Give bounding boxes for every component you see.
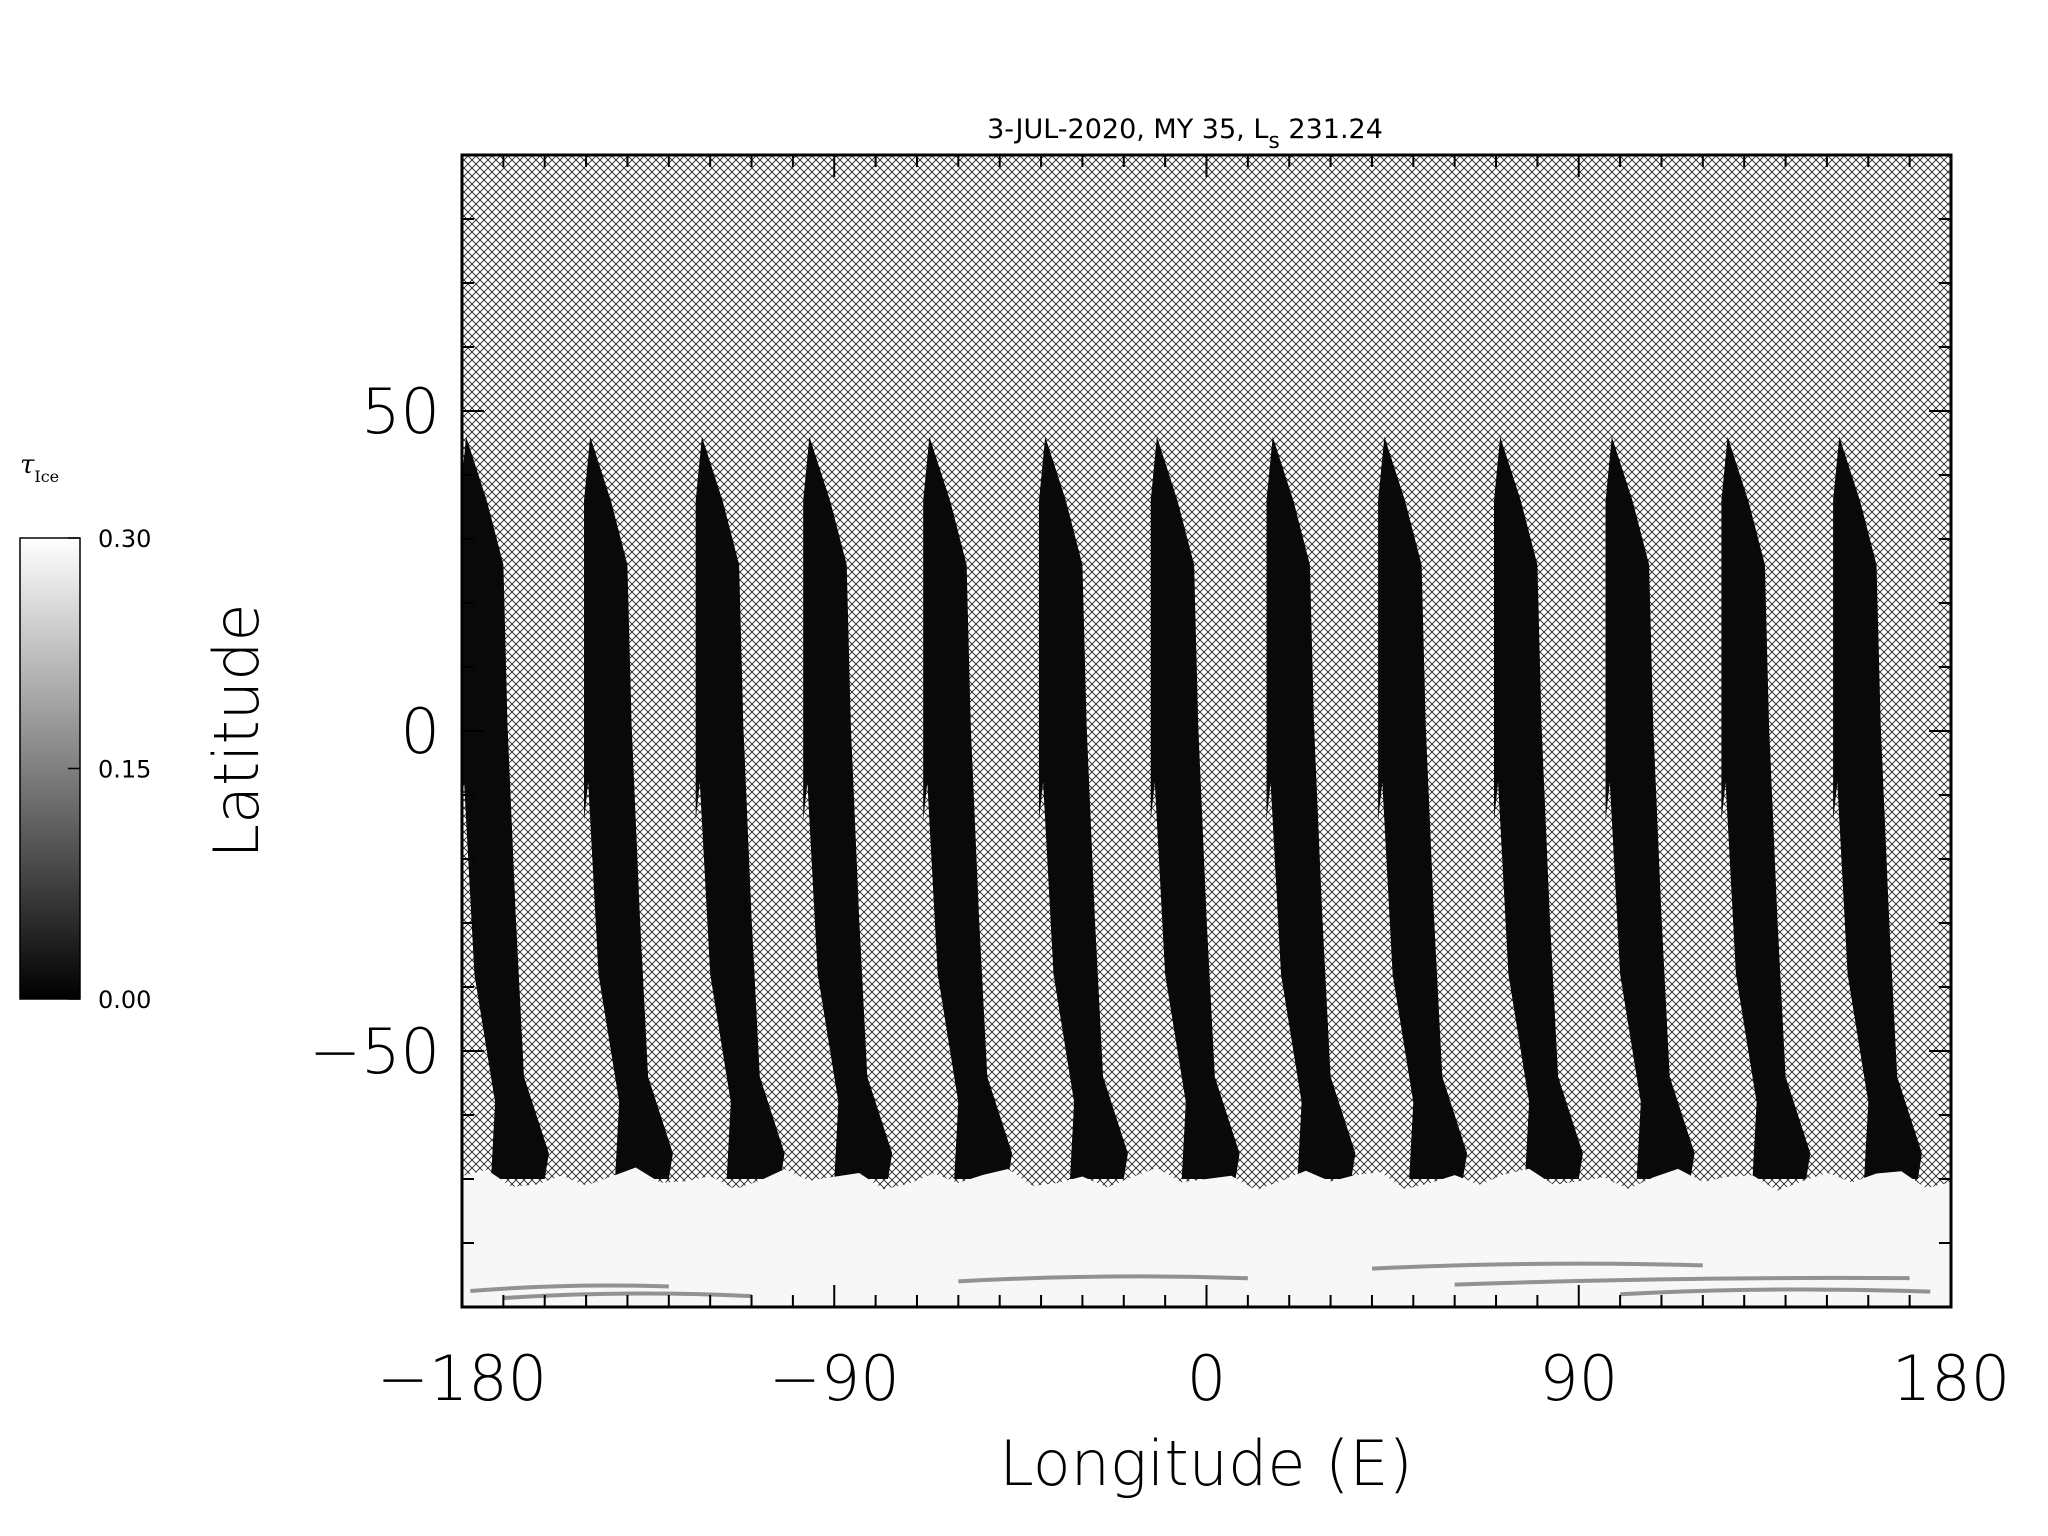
colorbar-tick-label: 0.15 (98, 756, 151, 784)
polar-cap-region (462, 1167, 1951, 1307)
colorbar-tick-label: 0.30 (98, 525, 151, 553)
swath-2 (584, 436, 673, 1180)
polar-streak-1 (470, 1283, 669, 1293)
y-tick-labels: −50 0 50 (309, 375, 440, 1088)
y-tick-label: 0 (401, 695, 440, 768)
swath-7 (1150, 436, 1240, 1180)
swath-1 (462, 436, 549, 1179)
x-tick-label: 180 (1892, 1342, 2010, 1415)
x-tick-label: 0 (1187, 1342, 1226, 1415)
data-layer (462, 436, 1951, 1307)
axis-ticks (461, 154, 1952, 1308)
swath-9 (1378, 436, 1468, 1180)
polar-streak-4 (1454, 1275, 1910, 1287)
x-tick-label: 90 (1539, 1342, 1618, 1415)
swath-8 (1266, 436, 1356, 1180)
swath-11 (1605, 436, 1695, 1180)
chart-title: 3-JUL-2020, MY 35, Ls 231.24 (987, 114, 1383, 154)
swath-5 (923, 436, 1013, 1180)
colorbar-title: τIce (20, 450, 59, 486)
swath-6 (1039, 436, 1128, 1180)
polar-streak-5 (1620, 1287, 1931, 1297)
swath-10 (1494, 436, 1583, 1180)
polar-streak-6 (503, 1291, 752, 1301)
polar-streak-3 (1371, 1261, 1703, 1271)
colorbar-ticks: 0.00 0.15 0.30 (68, 525, 151, 1014)
x-tick-label: −90 (769, 1342, 900, 1415)
polar-streak-2 (958, 1274, 1248, 1284)
swath-3 (695, 436, 785, 1180)
y-tick-label: 50 (361, 375, 440, 448)
y-axis-label: Latitude (200, 603, 273, 858)
swath-12 (1721, 436, 1811, 1180)
y-tick-label: −50 (309, 1015, 440, 1088)
x-tick-labels: −180 −90 0 90 180 (377, 1342, 2010, 1415)
x-tick-label: −180 (377, 1342, 547, 1415)
colorbar: τIce 0.00 0.15 0.30 (19, 450, 151, 1014)
swath-13 (1833, 436, 1922, 1180)
swath-4 (803, 436, 893, 1180)
x-axis-label: Longitude (E) (999, 1427, 1412, 1500)
colorbar-tick-label: 0.00 (98, 986, 151, 1014)
